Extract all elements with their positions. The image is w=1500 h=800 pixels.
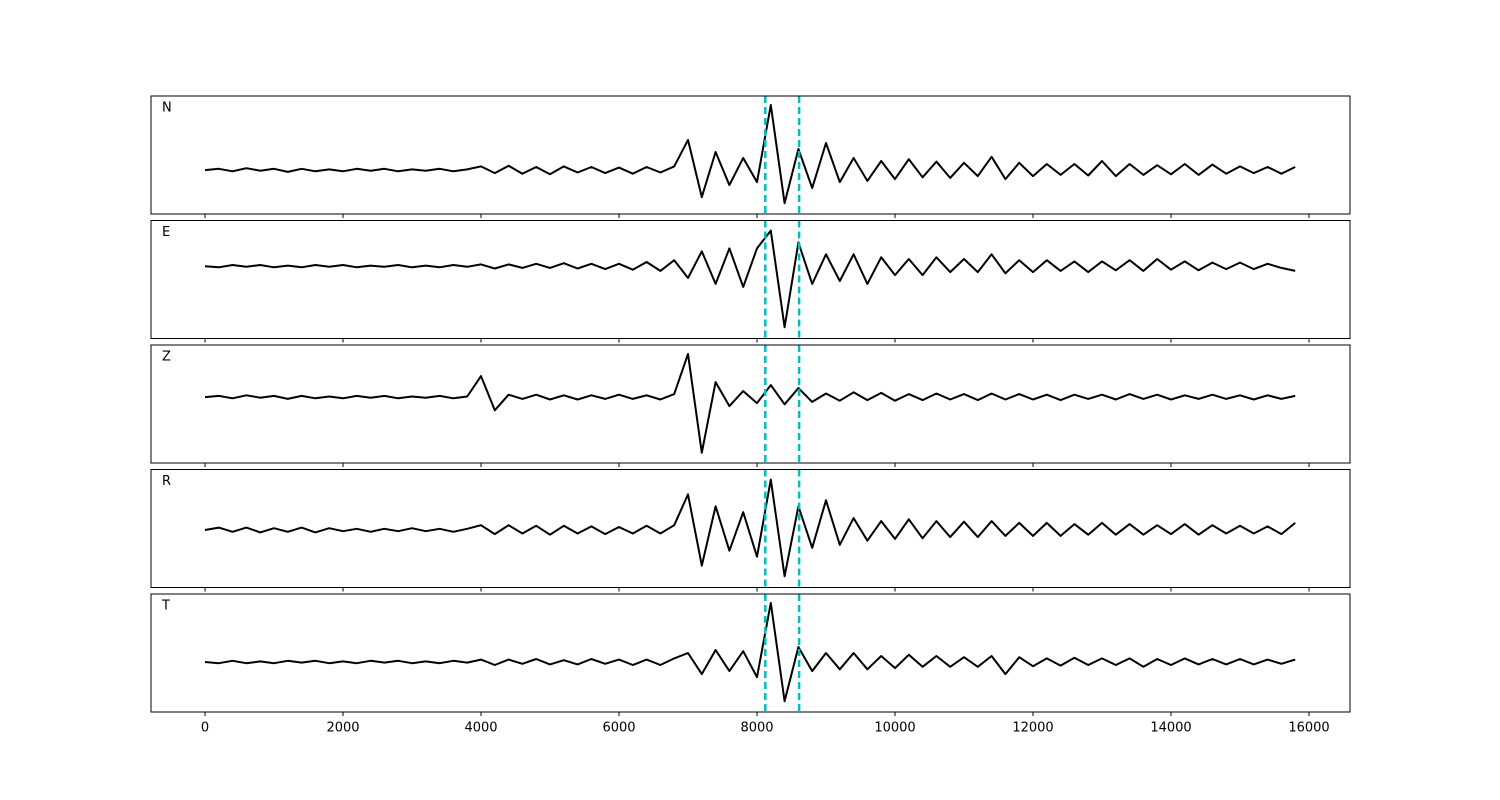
x-tick-label: 0 bbox=[201, 721, 209, 736]
x-tick-label: 4000 bbox=[464, 721, 497, 736]
axes-frame bbox=[150, 593, 1351, 713]
panel: Z bbox=[150, 344, 1351, 467]
panel-label: Z bbox=[162, 350, 171, 365]
trace bbox=[204, 229, 1296, 329]
panel: R bbox=[150, 469, 1351, 592]
x-tick-label: 12000 bbox=[1012, 721, 1053, 736]
panel-label: E bbox=[162, 225, 170, 240]
x-tick-label: 2000 bbox=[326, 721, 359, 736]
panel-label: T bbox=[161, 599, 170, 614]
plot-area bbox=[204, 220, 1296, 339]
axes-frame bbox=[150, 95, 1351, 215]
panel: E bbox=[150, 220, 1351, 343]
x-tick-label: 6000 bbox=[602, 721, 635, 736]
x-tick-label: 10000 bbox=[874, 721, 915, 736]
panel-label: R bbox=[162, 474, 171, 489]
panel: N bbox=[150, 95, 1351, 218]
axes-frame bbox=[150, 220, 1351, 339]
x-tick-label: 16000 bbox=[1288, 721, 1329, 736]
plot-area bbox=[204, 96, 1296, 214]
x-tick-label: 14000 bbox=[1150, 721, 1191, 736]
trace bbox=[204, 104, 1296, 205]
plot-area bbox=[204, 594, 1296, 712]
trace bbox=[204, 478, 1296, 578]
plot-area bbox=[204, 345, 1296, 463]
axes-frame bbox=[150, 344, 1351, 464]
x-tick-label: 8000 bbox=[740, 721, 773, 736]
trace bbox=[204, 602, 1296, 703]
axes-frame bbox=[150, 469, 1351, 588]
panel: 0 2000 4000 6000 8000 10000 12000 14000 16000 T bbox=[150, 593, 1351, 736]
panel-label: N bbox=[162, 101, 172, 116]
plot-area bbox=[204, 469, 1296, 588]
trace bbox=[204, 353, 1296, 454]
